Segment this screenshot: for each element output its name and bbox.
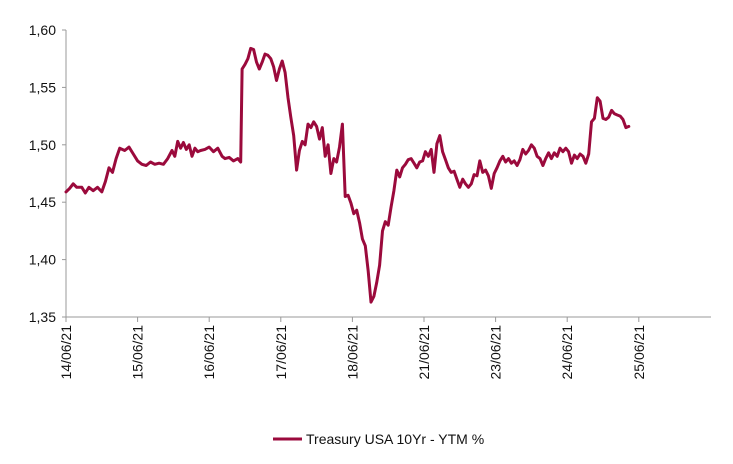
legend: Treasury USA 10Yr - YTM % — [273, 431, 484, 447]
y-tick-label: 1,60 — [29, 22, 56, 38]
y-tick-label: 1,40 — [29, 252, 56, 268]
x-tick-label: 18/06/21 — [344, 325, 360, 380]
series-line — [64, 46, 631, 304]
x-tick-label: 25/06/21 — [631, 325, 647, 380]
x-tick-label: 23/06/21 — [488, 325, 504, 380]
legend-label: Treasury USA 10Yr - YTM % — [306, 431, 484, 447]
x-ticks: 14/06/21 15/06/21 16/06/21 17/06/21 18/06/21… — [58, 317, 647, 380]
x-tick-label: 24/06/21 — [559, 325, 575, 380]
x-tick-label: 21/06/21 — [416, 325, 432, 380]
y-tick-label: 1,45 — [29, 194, 56, 210]
y-tick-label: 1,55 — [29, 79, 56, 95]
y-tick-label: 1,35 — [29, 309, 56, 325]
y-tick-label: 1,50 — [29, 137, 56, 153]
axes — [65, 30, 711, 318]
y-ticks: 1,35 1,40 1,45 1,50 1,55 1,60 — [29, 22, 66, 325]
x-tick-label: 16/06/21 — [201, 325, 217, 380]
x-tick-label: 17/06/21 — [273, 325, 289, 380]
x-tick-label: 15/06/21 — [130, 325, 146, 380]
series-group — [64, 46, 631, 304]
x-tick-label: 14/06/21 — [58, 325, 74, 380]
